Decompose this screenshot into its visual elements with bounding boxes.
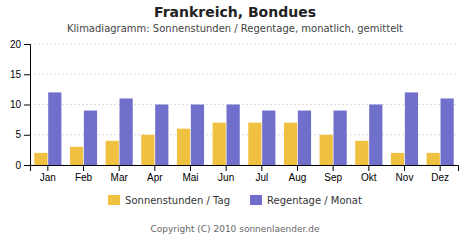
legend-label: Sonnenstunden / Tag [125,195,230,206]
tick-mark [440,165,441,171]
tick: Mar [111,165,129,183]
bar [155,105,168,166]
tick: Jan [40,165,56,183]
legend: Sonnenstunden / Tag Regentage / Monat [108,195,362,206]
bar [441,98,454,165]
tick-label: Sep [324,172,342,183]
tick: 10 [10,99,30,110]
bar [262,111,275,165]
bar [298,111,311,165]
plot: 0 5 10 15 20 Jan Feb Mar Apr Mai Jun Jul Aug Sep Okt No… [10,39,459,183]
bar [84,111,97,165]
grid-line [30,104,458,105]
bar [248,123,261,165]
bar [191,105,204,166]
tick-label: Feb [75,172,93,183]
tick-mark [261,165,262,171]
tick: 0 [15,160,30,171]
legend-swatch [250,195,262,205]
bar [213,123,226,165]
axis-line [24,45,31,166]
bar [70,147,83,165]
tick-label: Nov [396,172,414,183]
tick: Nov [396,165,414,183]
tick: 15 [10,69,30,80]
series [48,92,454,165]
tick-label: Jan [40,172,56,183]
tick: Apr [147,165,163,183]
tick: Dez [431,165,449,183]
bar [177,129,190,165]
tick-label: 10 [10,99,22,110]
tick-label: Jun [218,172,234,183]
tick-mark [368,165,369,171]
tick: Jul [255,165,268,183]
tick-label: Jul [255,172,268,183]
legend-item: Sonnenstunden / Tag [108,195,230,206]
tick-label: Aug [289,172,307,183]
subtitle: Klimadiagramm: Sonnenstunden / Regentage… [67,23,403,34]
bar [141,135,154,165]
tick-mark [24,44,30,45]
tick-mark [24,105,30,106]
tick-label: Mai [182,172,198,183]
grid-line [30,74,458,75]
tick-label: Mar [111,172,129,183]
tick-label: 5 [15,129,21,140]
bar [369,105,382,166]
tick-mark [154,165,155,171]
tick: Okt [361,165,377,183]
bar [34,153,47,165]
x-axis: Jan Feb Mar Apr Mai Jun Jul Aug Sep Okt Nov Dez [31,165,459,183]
bar [405,92,418,165]
bar [355,141,368,165]
axis-line [31,166,459,172]
tick-mark [83,165,84,171]
tick: Feb [75,165,93,183]
tick: Aug [289,165,307,183]
y-axis: 0 5 10 15 20 [10,39,31,171]
tick-label: Okt [361,172,377,183]
tick-label: 0 [15,160,21,171]
tick-mark [24,135,30,136]
bar [320,135,333,165]
legend-swatch [108,195,120,205]
tick-mark [190,165,191,171]
tick-label: 15 [10,69,22,80]
tick-mark [297,165,298,171]
tick-mark [119,165,120,171]
tick-label: Dez [431,172,449,183]
tick-mark [24,74,30,75]
tick: Mai [182,165,198,183]
legend-item: Regentage / Monat [250,195,362,206]
bar [120,98,133,165]
tick-mark [47,165,48,171]
bar [284,123,297,165]
chart: Frankreich, Bondues Klimadiagramm: Sonnen… [0,0,470,240]
bar [391,153,404,165]
bar [48,92,61,165]
tick: Sep [324,165,342,183]
bar [227,105,240,166]
tick: Jun [218,165,234,183]
title: Frankreich, Bondues [154,4,316,20]
annotation: Copyright (C) 2010 sonnenlaender.de [150,224,320,234]
grid-line [30,44,458,45]
bar [427,153,440,165]
legend-label: Regentage / Monat [267,195,362,206]
grid [30,44,458,165]
tick: 5 [15,129,30,140]
tick-mark [404,165,405,171]
tick-label: Apr [147,172,163,183]
bars [34,92,453,165]
tick-mark [333,165,334,171]
tick: 20 [10,39,30,50]
tick-mark [226,165,227,171]
tick-label: 20 [10,39,22,50]
bar [334,111,347,165]
tick-mark [24,165,30,166]
bar [106,141,119,165]
